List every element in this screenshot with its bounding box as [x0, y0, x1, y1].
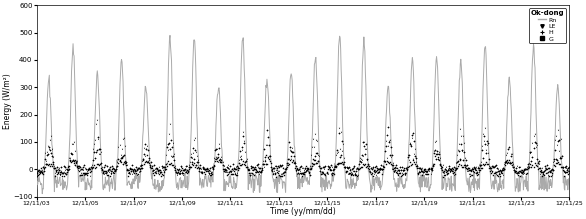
Y-axis label: Energy (W/m²): Energy (W/m²)	[3, 73, 12, 129]
X-axis label: Time (yy/mm/dd): Time (yy/mm/dd)	[270, 207, 336, 216]
Legend: Rn, LE, H, G: Rn, LE, H, G	[529, 8, 566, 43]
